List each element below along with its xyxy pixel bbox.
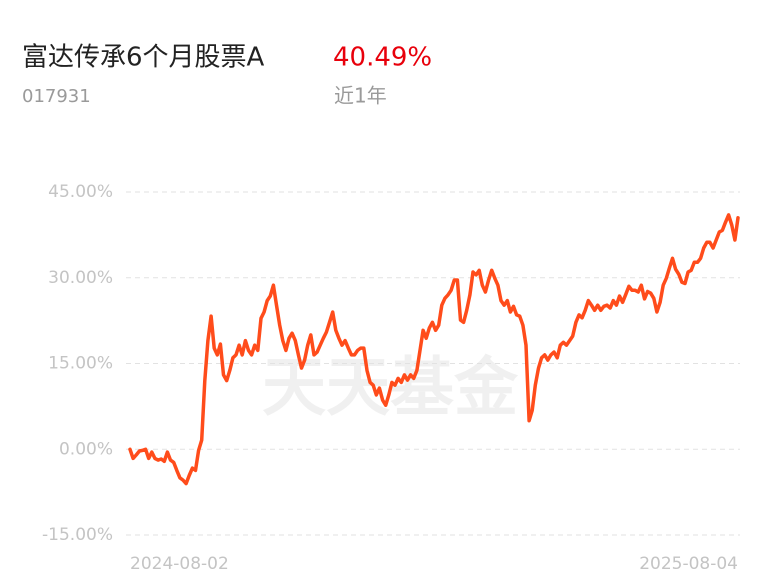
y-tick-label: 15.00% xyxy=(48,354,113,374)
line xyxy=(128,213,740,486)
return: 40.49% xyxy=(333,43,432,73)
period: 近1年 xyxy=(334,84,387,108)
x-tick-label: 2024-08-02 xyxy=(130,554,229,574)
x-tick-label: 2025-08-04 xyxy=(639,554,738,574)
y-tick-label: 30.00% xyxy=(48,268,113,288)
y-tick-label: 0.00% xyxy=(59,439,113,459)
y-tick-label: -15.00% xyxy=(42,525,113,545)
fund-code: 017931 xyxy=(22,86,91,107)
y-tick-label: 45.00% xyxy=(48,182,113,202)
fund-name: 富达传承6个月股票A xyxy=(22,43,265,73)
